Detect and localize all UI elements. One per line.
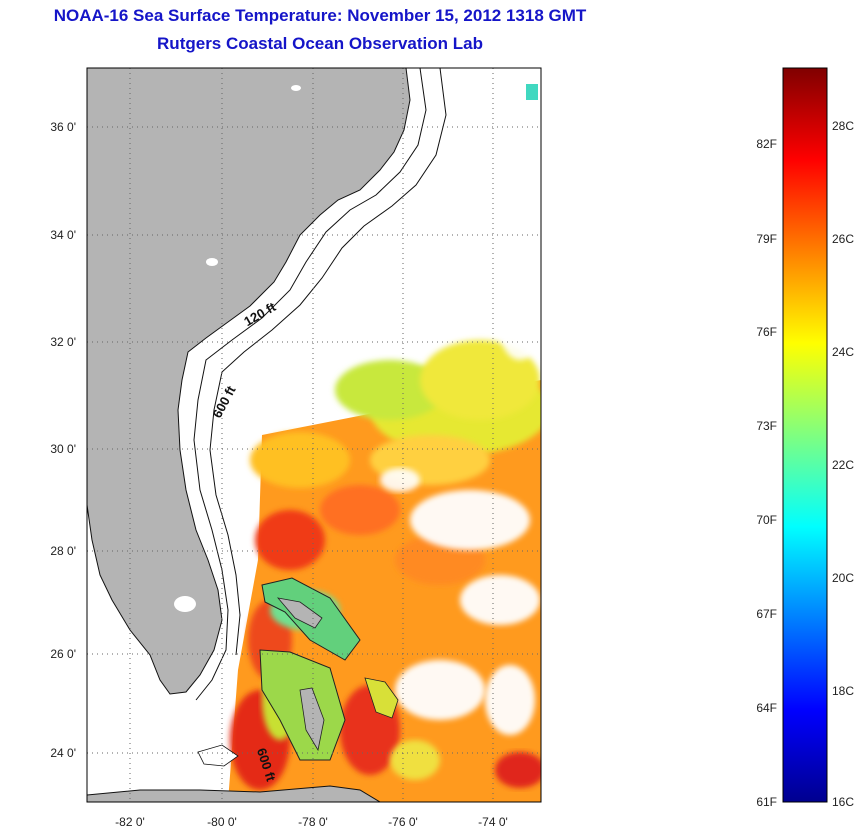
colorbar-c-28: 28C [832, 119, 854, 133]
lat-label-26: 26 0' [50, 647, 76, 661]
grand-bahama-land [276, 597, 323, 629]
lon-label-80: -80 0' [207, 815, 237, 829]
map-subtitle: Rutgers Coastal Ocean Observation Lab [157, 34, 483, 53]
lon-label-76: -76 0' [388, 815, 418, 829]
lat-label-32: 32 0' [50, 335, 76, 349]
colorbar-c-22: 22C [832, 458, 854, 472]
lat-label-34: 34 0' [50, 228, 76, 242]
colorbar-f-67: 67F [756, 607, 777, 621]
contour-120ft [193, 68, 427, 701]
exuma-bank [364, 677, 399, 719]
lake-okeechobee [174, 596, 196, 612]
lat-label-30: 30 0' [50, 442, 76, 456]
colorbar-f-61: 61F [756, 795, 777, 809]
colorbar-f-73: 73F [756, 419, 777, 433]
colorbar-f-79: 79F [756, 232, 777, 246]
colorbar-c-26: 26C [832, 232, 854, 246]
lon-label-78: -78 0' [298, 815, 328, 829]
colorbar-f-64: 64F [756, 701, 777, 715]
colorbar-f-76: 76F [756, 325, 777, 339]
colorbar-c-24: 24C [832, 345, 854, 359]
colorbar-c-16: 16C [832, 795, 854, 809]
colorbar-f-70: 70F [756, 513, 777, 527]
map-grid [87, 68, 541, 802]
map-frame [86, 67, 542, 803]
colorbar-c-20: 20C [832, 571, 854, 585]
lon-label-74: -74 0' [478, 815, 508, 829]
andros-island-land [299, 687, 325, 752]
colorbar-f-82: 82F [756, 137, 777, 151]
colorbar-c-18: 18C [832, 684, 854, 698]
us-coast-land [87, 68, 411, 695]
cuba-land [87, 785, 381, 802]
temperature-colorbar [782, 67, 828, 803]
lat-label-24: 24 0' [50, 746, 76, 760]
lat-label-36: 36 0' [50, 120, 76, 134]
lat-label-28: 28 0' [50, 544, 76, 558]
map-title: NOAA-16 Sea Surface Temperature: Novembe… [53, 6, 587, 25]
contour-600ft [209, 68, 447, 656]
lon-label-82: -82 0' [115, 815, 145, 829]
